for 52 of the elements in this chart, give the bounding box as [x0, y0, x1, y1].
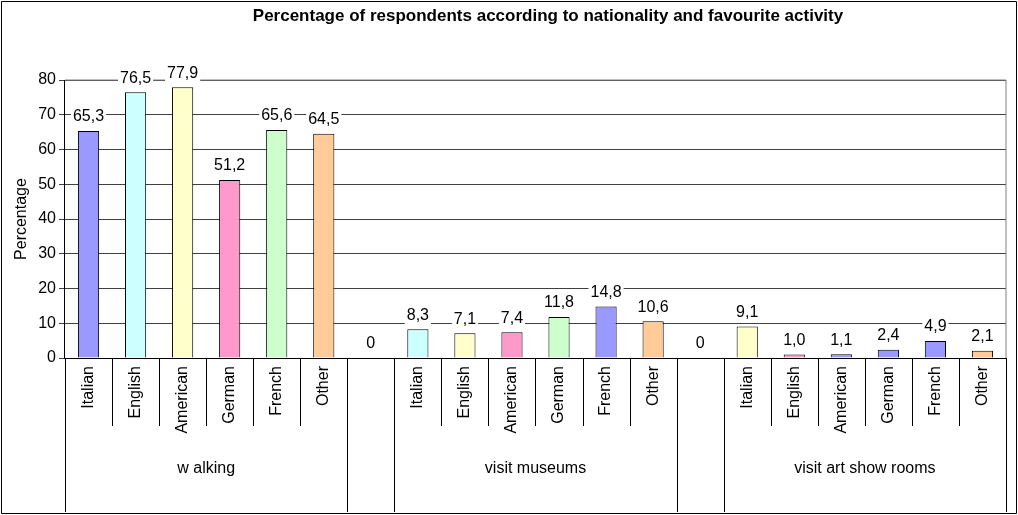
data-label: 8,3	[406, 305, 430, 323]
data-label: 2,4	[877, 326, 900, 344]
x-tick-label: German	[878, 366, 896, 424]
data-label: 4,9	[924, 317, 947, 335]
chart-title: Percentage of respondents according to nationality and favourite activity	[252, 6, 844, 26]
y-tick-label: 40	[38, 209, 57, 227]
x-tick-label: French	[267, 366, 285, 416]
data-label: 11,8	[544, 293, 575, 311]
x-tick-label: American	[173, 366, 191, 434]
data-label: 0	[366, 334, 376, 352]
y-tick-label: 0	[47, 348, 57, 366]
x-tick-label: English	[784, 366, 802, 419]
data-label: 76,5	[120, 68, 152, 86]
data-label: 9,1	[736, 302, 759, 320]
x-tick-label: English	[455, 366, 473, 419]
x-tick-label: Italian	[737, 366, 755, 409]
text: visit museums	[484, 459, 587, 477]
x-tick-label: American	[502, 366, 520, 434]
data-label: 14,8	[590, 282, 622, 300]
text: visit art show rooms	[794, 459, 936, 477]
data-label: 65,6	[261, 106, 293, 124]
y-tick-label: 20	[38, 278, 57, 296]
data-label: 1,0	[783, 330, 806, 348]
data-label: 77,9	[167, 63, 199, 81]
x-tick-label: Other	[643, 365, 661, 407]
y-axis-title: Percentage	[12, 177, 30, 260]
data-label: 2,1	[971, 327, 994, 345]
y-tick-label: 30	[38, 244, 57, 262]
data-label: 1,1	[830, 330, 853, 348]
x-tick-label: German	[220, 366, 238, 424]
x-tick-label: French	[596, 366, 614, 416]
x-tick-label: Italian	[78, 366, 96, 409]
x-tick-label: American	[831, 366, 849, 434]
text: w alking	[176, 459, 236, 477]
x-tick-label: French	[925, 366, 943, 416]
data-label: 64,5	[308, 110, 340, 128]
y-tick-label: 10	[38, 313, 57, 331]
data-label: 10,6	[637, 297, 669, 315]
x-tick-label: German	[549, 366, 567, 424]
y-tick-label: 50	[38, 174, 57, 192]
y-tick-label: 80	[38, 70, 57, 88]
x-tick-label: English	[125, 366, 143, 419]
x-tick-label: Other	[314, 365, 332, 407]
x-tick-label: Other	[972, 365, 990, 407]
data-label: 65,3	[72, 107, 105, 125]
y-tick-label: 70	[38, 105, 57, 123]
data-label: 7,1	[453, 309, 477, 327]
data-label: 0	[695, 334, 705, 352]
y-tick-label: 60	[38, 139, 57, 157]
data-label: 51,2	[214, 156, 246, 174]
data-label: 7,4	[500, 308, 524, 326]
x-tick-label: Italian	[408, 366, 426, 409]
